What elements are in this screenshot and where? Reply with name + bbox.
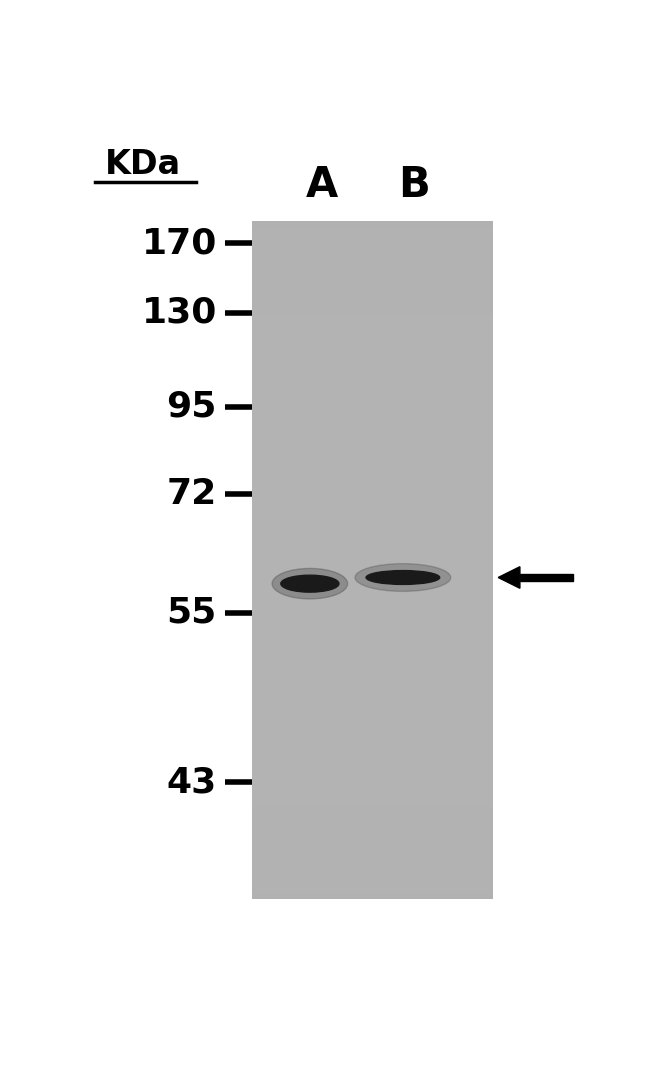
Text: 43: 43 [166,765,217,799]
Text: 170: 170 [142,226,217,260]
Text: 55: 55 [166,596,217,630]
Ellipse shape [281,576,339,592]
Ellipse shape [272,568,348,599]
Ellipse shape [366,570,439,584]
Text: 130: 130 [142,295,217,330]
Text: 95: 95 [166,389,217,424]
Text: KDa: KDa [105,148,181,180]
Text: B: B [398,164,430,206]
Text: 72: 72 [166,478,217,511]
Ellipse shape [355,564,450,592]
Polygon shape [498,567,520,589]
Text: A: A [306,164,337,206]
Bar [520,575,573,581]
